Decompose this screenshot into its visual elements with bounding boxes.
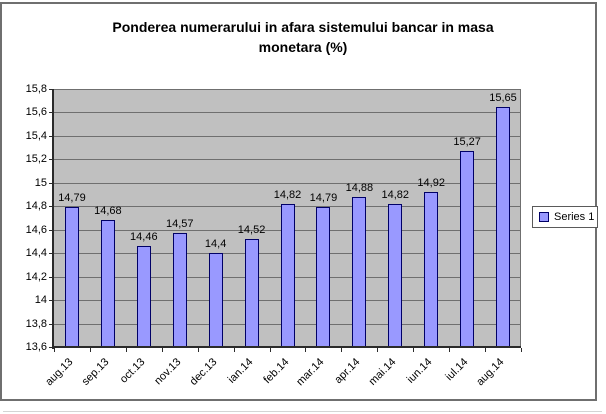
- bar-value-label: 14,92: [417, 177, 445, 190]
- bar-value-label: 14,88: [345, 181, 374, 194]
- bar: [424, 192, 439, 348]
- bar: [460, 151, 475, 348]
- bar-value-label: 14,57: [165, 218, 194, 231]
- bar-value-label: 14,46: [130, 231, 158, 244]
- image-bottom-edge: [3, 411, 602, 412]
- y-axis-tick: [49, 112, 54, 114]
- y-axis-tick: [49, 89, 54, 90]
- bar: [64, 207, 79, 348]
- gridline: [54, 159, 521, 161]
- gridline: [54, 89, 521, 90]
- gridline: [54, 135, 521, 137]
- bar: [496, 106, 511, 348]
- y-axis-label: 15,6: [25, 106, 47, 119]
- y-axis-tick: [49, 300, 54, 302]
- bar: [136, 246, 151, 348]
- bar: [100, 220, 115, 348]
- y-axis-label: 15: [34, 176, 47, 189]
- x-axis-tick: [449, 348, 451, 352]
- x-axis-tick: [125, 348, 127, 352]
- legend: Series 1: [532, 206, 598, 228]
- chart-title-line2: monetara (%): [258, 39, 348, 55]
- x-axis-tick: [377, 348, 379, 352]
- bar-value-label: 14,4: [204, 238, 227, 251]
- x-axis-tick: [269, 348, 271, 352]
- x-axis-tick: [305, 348, 307, 352]
- bar-value-label: 14,68: [94, 205, 122, 218]
- y-axis-label: 14,6: [25, 223, 47, 236]
- y-axis-tick: [49, 276, 54, 278]
- x-axis-tick: [341, 348, 343, 352]
- y-axis-label: 14,2: [25, 270, 47, 283]
- chart-title: Ponderea numerarului in afara sistemului…: [0, 17, 606, 57]
- x-axis-tick: [197, 348, 199, 352]
- y-axis-label: 14,8: [25, 200, 47, 213]
- y-axis-tick: [49, 135, 54, 137]
- y-axis-line: [52, 89, 54, 349]
- gridline: [54, 112, 521, 114]
- gridline: [54, 182, 521, 184]
- y-axis-tick: [49, 323, 54, 325]
- y-axis-label: 15,4: [25, 129, 47, 142]
- legend-swatch-icon: [539, 212, 549, 222]
- bar: [352, 196, 367, 348]
- bar: [316, 207, 331, 348]
- x-axis-tick: [161, 348, 163, 352]
- bar-value-label: 15,65: [489, 91, 517, 104]
- bar: [208, 253, 223, 348]
- x-axis-tick: [485, 348, 487, 352]
- y-axis-tick: [49, 229, 54, 231]
- x-axis-tick: [54, 348, 55, 352]
- x-axis-tick: [233, 348, 235, 352]
- bar-value-label: 14,52: [237, 224, 266, 237]
- y-axis-label: 14,4: [25, 247, 47, 260]
- y-axis-label: 13,6: [25, 341, 47, 353]
- y-axis-tick: [49, 159, 54, 161]
- chart-title-line1: Ponderea numerarului in afara sistemului…: [112, 19, 494, 35]
- y-axis-tick: [49, 206, 54, 208]
- x-axis-line: [52, 346, 521, 348]
- y-axis-tick: [49, 253, 54, 255]
- bar: [172, 233, 187, 348]
- legend-label: Series 1: [554, 211, 595, 223]
- y-axis-tick: [49, 347, 54, 348]
- y-axis-label: 15,2: [25, 153, 47, 166]
- y-axis-label: 15,8: [25, 83, 47, 95]
- bar: [388, 203, 403, 348]
- bar-value-label: 14,82: [381, 188, 410, 201]
- x-axis-tick: [413, 348, 415, 352]
- x-axis-tick: [89, 348, 91, 352]
- bar-value-label: 15,27: [453, 136, 481, 149]
- bar-value-label: 14,79: [58, 192, 86, 205]
- bar: [244, 239, 259, 348]
- x-axis-tick: [521, 348, 522, 352]
- bar: [280, 203, 295, 348]
- bar-value-label: 14,79: [309, 192, 338, 205]
- y-axis-label: 13,8: [25, 317, 47, 330]
- y-axis-tick: [49, 182, 54, 184]
- y-axis-label: 14: [34, 294, 47, 307]
- bar-value-label: 14,82: [273, 188, 302, 201]
